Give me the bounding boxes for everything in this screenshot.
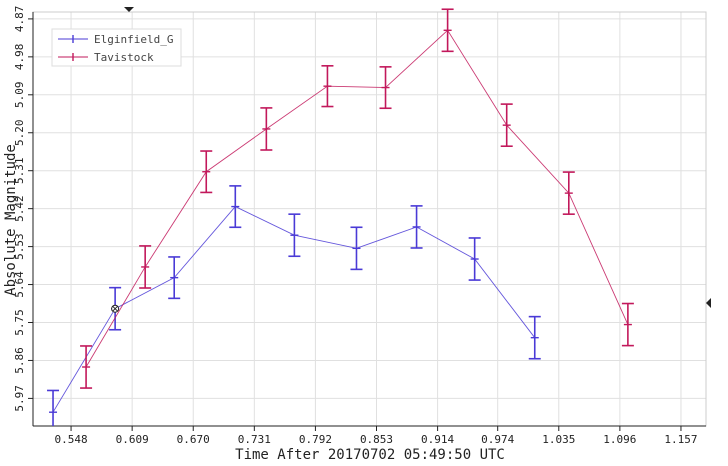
- x-tick-label: 1.035: [542, 433, 575, 446]
- legend: Elginfield_G Tavistock: [51, 28, 182, 67]
- y-tick-label: 5.97: [13, 385, 26, 412]
- x-tick-label: 0.548: [54, 433, 87, 446]
- x-tick-label: 0.670: [177, 433, 210, 446]
- y-tick-label: 5.31: [13, 157, 26, 184]
- x-tick-label: 0.792: [299, 433, 332, 446]
- y-tick-label: 5.64: [13, 271, 26, 298]
- series-line: [85, 29, 629, 368]
- y-axis-label: Absolute Magnitude: [3, 144, 19, 296]
- series-elginfield-g: [47, 185, 541, 426]
- y-tick-label: 5.20: [13, 120, 26, 147]
- legend-label: Tavistock: [94, 51, 154, 64]
- y-tick-label: 5.86: [13, 347, 26, 374]
- x-axis-label: Time After 20170702 05:49:50 UTC: [235, 447, 505, 463]
- axes: 0.548 0.609 0.670 0.731 0.792 0.853 0.914 0.974…: [13, 6, 707, 446]
- y-tick-label: 5.75: [13, 309, 26, 336]
- legend-label: Elginfield_G: [94, 33, 173, 46]
- y-tick-label: 4.98: [13, 44, 26, 71]
- side-marker-icon[interactable]: [706, 298, 711, 308]
- x-tick-label: 0.731: [238, 433, 271, 446]
- x-tick-label: 0.609: [116, 433, 149, 446]
- hover-marker-cross: [112, 305, 118, 312]
- x-tick-label: 1.096: [603, 433, 636, 446]
- y-tick-label: 4.87: [13, 6, 26, 33]
- y-tick-label: 5.53: [13, 233, 26, 260]
- menu-triangle-icon[interactable]: [124, 7, 134, 12]
- x-tick-label: 1.157: [664, 433, 697, 446]
- y-tick-label: 5.42: [13, 195, 26, 222]
- x-tick-label: 0.974: [481, 433, 514, 446]
- x-tick-label: 0.914: [421, 433, 454, 446]
- series-tavistock: [80, 8, 634, 389]
- x-tick-label: 0.853: [360, 433, 393, 446]
- y-tick-label: 5.09: [13, 82, 26, 109]
- grid-lines: [33, 12, 706, 426]
- series-layer: [47, 8, 634, 426]
